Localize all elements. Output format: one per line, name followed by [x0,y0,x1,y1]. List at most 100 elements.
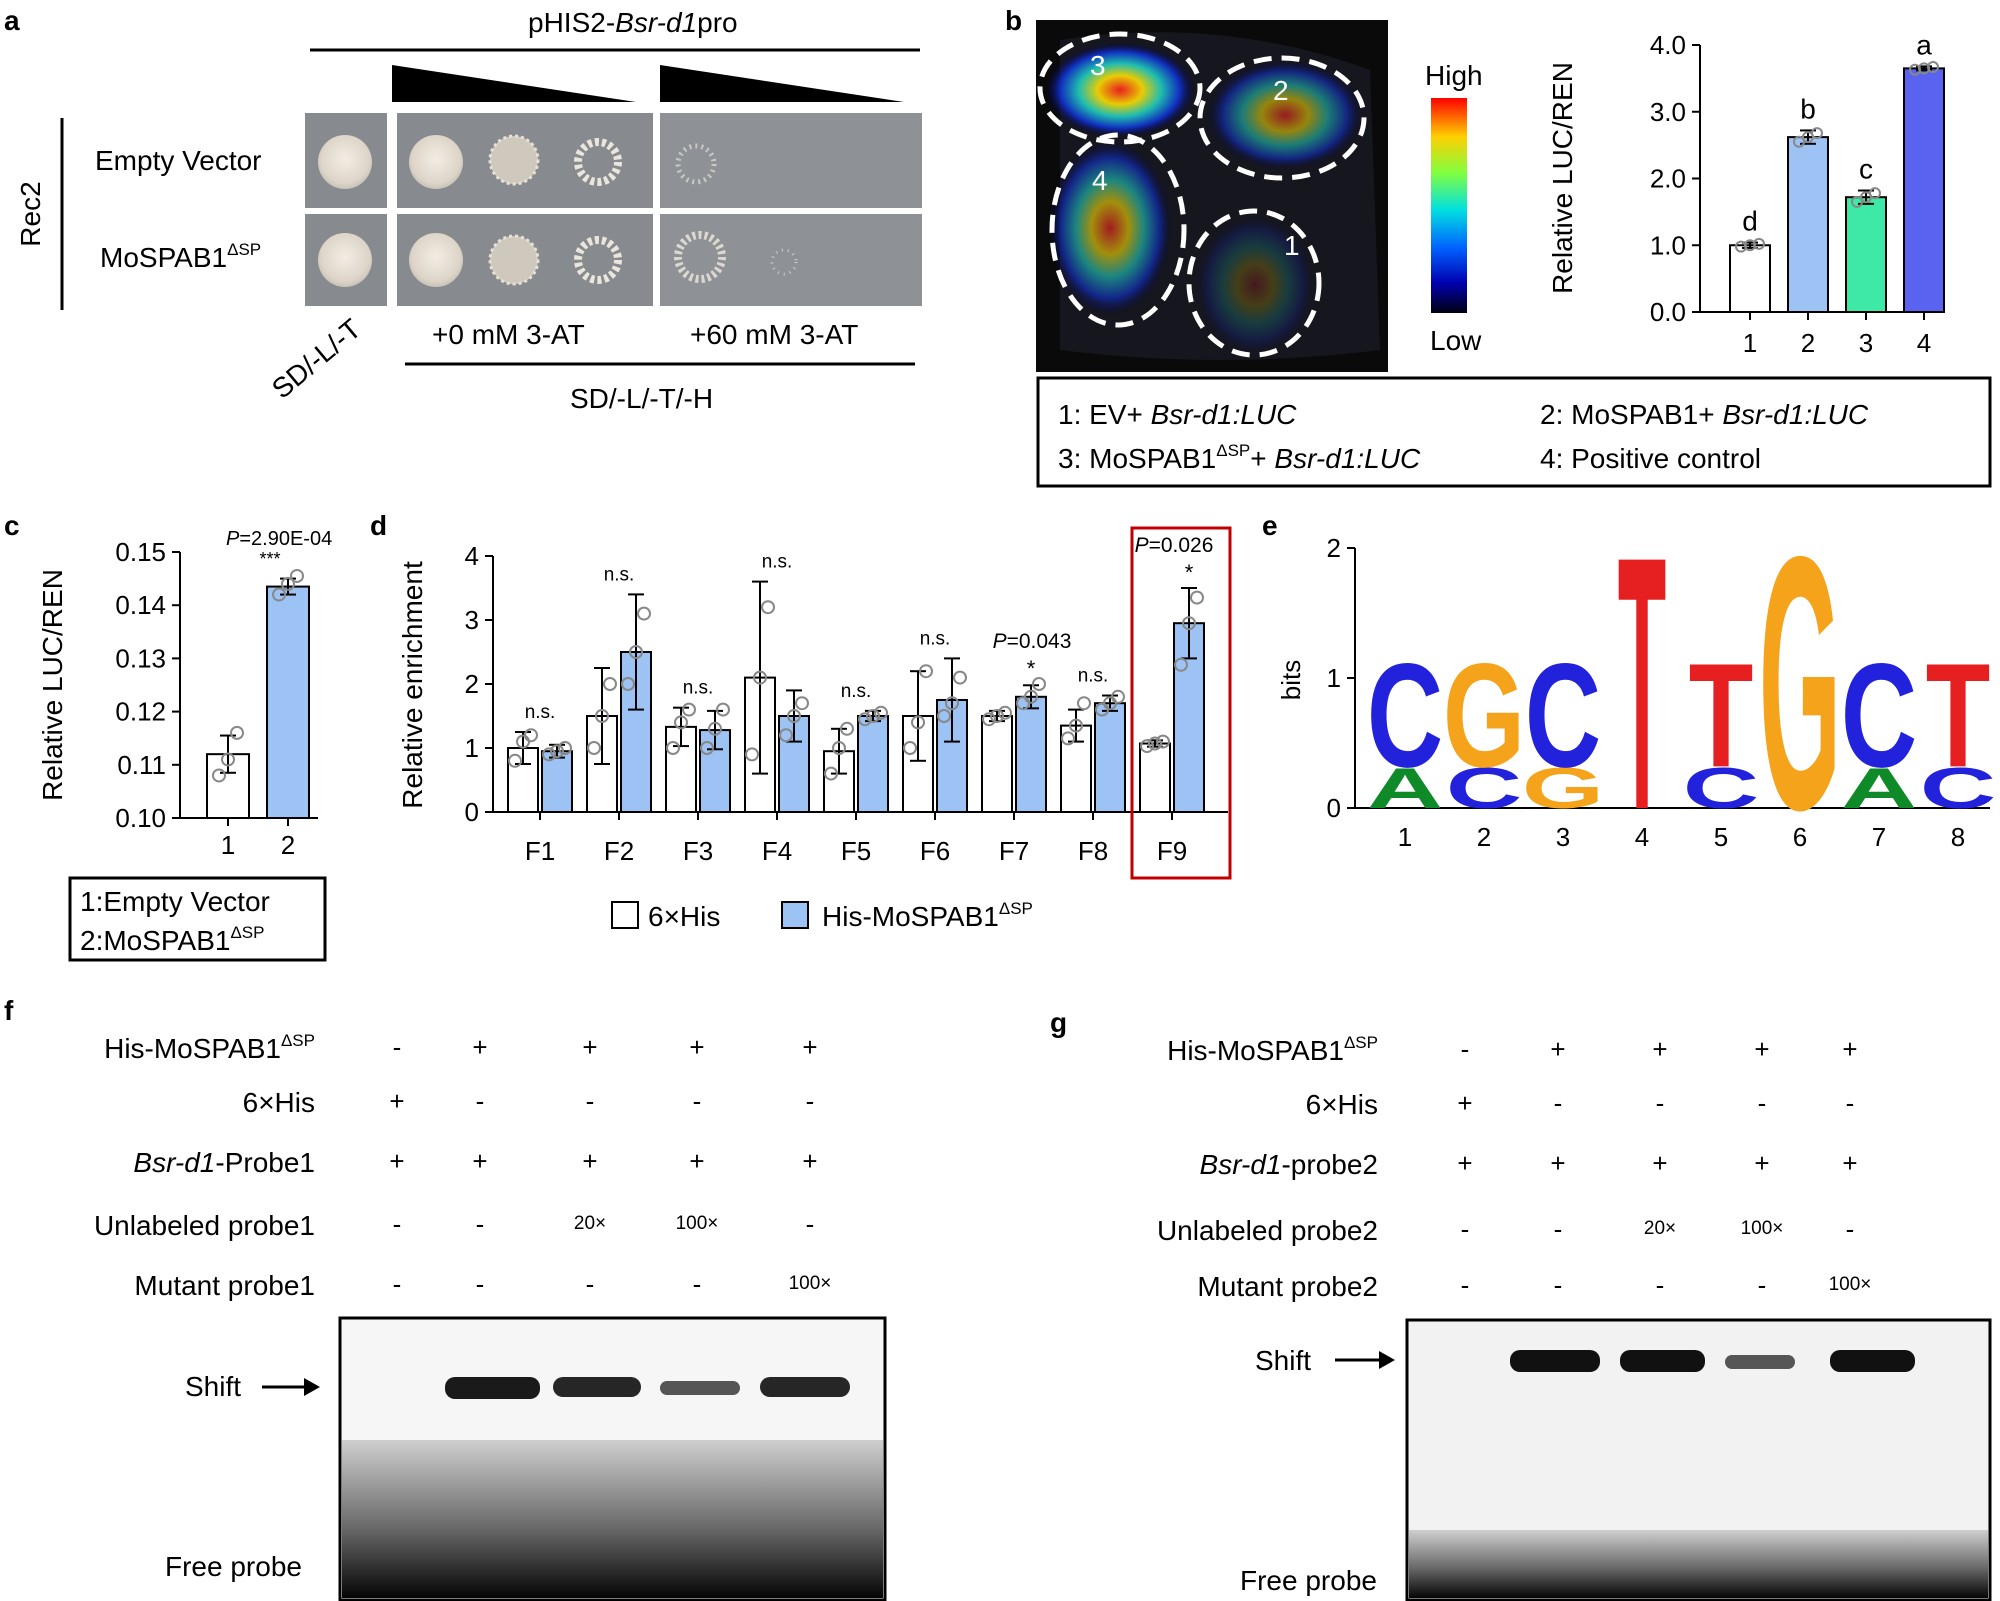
logo-letter: T [1926,634,1991,799]
chart-d-point [1174,657,1188,672]
chart-c-y-tick-label: 0.14 [115,590,166,620]
shift-band [1830,1350,1915,1372]
free-probe-label-f: Free probe [165,1551,302,1582]
panel-a-label: a [4,5,20,36]
f-lane-value: + [582,1032,597,1062]
f-lane-value: - [476,1086,485,1116]
chart-b-sig-letter: c [1859,154,1873,185]
chart-d-point [1148,736,1162,751]
chart-c-y-tick-label: 0.13 [115,643,166,673]
chart-b-sig-letter: d [1742,206,1758,237]
chart-d-y-tick-label: 0 [465,797,479,827]
chart-d-point [1032,677,1046,691]
chart-c-point [221,752,235,767]
f-row-label: 6×His [243,1087,315,1118]
legend-b-4: 4: Positive control [1540,443,1761,474]
zone-1-outline [1186,208,1322,358]
chart-d-annotation: n.s. [525,702,556,723]
logo-letter: A [1367,756,1443,820]
g-lane-value: - [1758,1088,1767,1118]
chart-b-x-tick-label: 4 [1917,328,1931,358]
chart-d-x-tick-label: F1 [525,836,555,866]
chart-d-point [716,702,730,717]
chart-d-point [1190,590,1204,605]
f-lane-value: + [802,1032,817,1062]
chart-b-bar [1787,136,1829,313]
heat-spot [1195,215,1315,355]
chart-d-x-tick-label: F9 [1157,836,1187,866]
f-lane-value: + [582,1146,597,1176]
chart-e-x-tick-label: 8 [1951,822,1965,852]
chart-d-point [708,721,722,736]
g-lane-value: + [1842,1148,1857,1178]
f-lane-value: - [476,1269,485,1299]
chart-e-x-tick-label: 4 [1635,822,1649,852]
chart-d-point [1140,739,1154,754]
colony [409,233,463,287]
chart-d-point [787,709,801,723]
f-lane-value: - [476,1209,485,1239]
logo-letter: T [1689,634,1754,799]
chart-b-y-tick-label: 2.0 [1650,164,1686,194]
zone-3-label: 3 [1090,50,1106,81]
f-lane-value: - [693,1086,702,1116]
chart-d-point [700,741,714,755]
chart-d-point [937,709,951,723]
g-lane-value: - [1656,1270,1665,1300]
construct-label: pHIS2-Bsr-d1pro [528,7,738,38]
f-row-label: Mutant probe1 [134,1270,315,1301]
chart-d-x-tick-label: F2 [604,836,634,866]
chart-c-ylabel: Relative LUC/REN [37,569,68,801]
panel-b-label: b [1005,5,1022,36]
chart-d-annotation: n.s. [604,564,635,585]
chart-d-point [1024,689,1038,704]
panel-b: b 3 2 4 1 High Low 0.0 1.0 2.0 3.0 4.0 Relati… [1005,5,1992,488]
chart-c-point [272,587,286,602]
f-lane-value: - [393,1209,402,1239]
legend-d-swatch-mospab1 [781,901,809,929]
chart-b-sig-letter: b [1800,93,1816,124]
colony [318,233,372,287]
f-lane-value: - [393,1269,402,1299]
zone-4-outline [1049,132,1187,328]
f-lane-value: 100× [789,1273,832,1294]
chart-c: 0.10 0.11 0.12 0.13 0.14 0.15 Relative LUC/REN… [37,537,318,860]
panel-g-label: g [1050,1007,1067,1038]
chart-b-x-tick-label: 2 [1801,328,1815,358]
chart-d-point [1182,616,1196,631]
chart-c-point [212,768,226,783]
chart-c-y-tick-label: 0.15 [115,537,166,567]
gradient-wedge-0mM [392,65,636,102]
chart-d-point [603,677,617,691]
scale-low: Low [1430,325,1482,356]
chart-e-y-tick-label: 1 [1327,663,1341,693]
logo-letter: C [1525,634,1601,799]
legend-c-2: 2:MoSPAB1ΔSP [80,923,265,956]
chart-b-bar [1729,244,1771,313]
chart-d-point [866,709,880,723]
chart-d-point [682,702,696,717]
chart-d-point [1061,731,1075,746]
zone-3-outline [1037,31,1203,145]
logo-letter: C [1446,756,1522,820]
colony [574,236,622,284]
row-mospab1: MoSPAB1ΔSP [100,240,261,273]
heat-spot [1207,60,1363,170]
f-lane-value: + [689,1146,704,1176]
logo-letter: A [1841,756,1917,820]
chart-e-x-tick-label: 3 [1556,822,1570,852]
g-lane-value: + [1842,1034,1857,1064]
col-sd-lt: SD/-L/-T [266,313,367,405]
g-lane-value: + [1652,1034,1667,1064]
g-lane-value: + [1457,1148,1472,1178]
chart-d-point [550,744,564,759]
colony [488,134,540,186]
chart-d-annotation: n.s. [920,628,951,649]
panel-d-label: d [370,510,387,541]
legend-d-6xhis: 6×His [648,901,720,932]
chart-b-y-tick-label: 0.0 [1650,297,1686,327]
chart-d-point [990,709,1004,723]
shift-label-f: Shift [185,1371,241,1402]
